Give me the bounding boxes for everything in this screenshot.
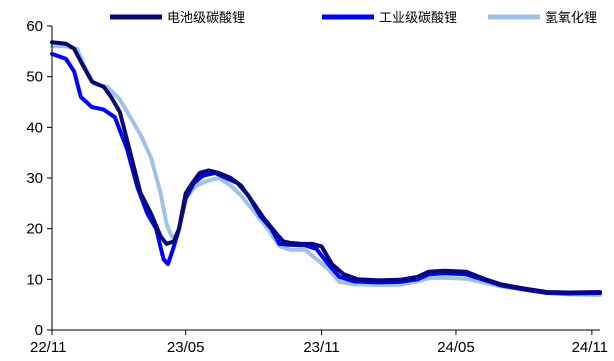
legend-label: 工业级碳酸锂 [379,11,457,26]
legend-label: 氢氧化锂 [545,11,597,26]
y-tick-label: 20 [26,221,43,238]
x-tick-label: 23/11 [303,339,339,356]
series-group [50,40,602,297]
y-ticks-group: 0 10 20 30 40 50 60 [26,18,52,339]
y-tick-label: 30 [26,170,43,187]
y-tick-label: 60 [26,18,43,35]
y-tick-label: 50 [26,69,43,86]
y-tick-label: 0 [35,322,43,339]
y-tick-label: 10 [26,271,43,288]
legend-label: 电池级碳酸锂 [167,11,245,26]
legend: 电池级碳酸锂 工业级碳酸锂 氢氧化锂 [110,11,597,26]
x-tick-label: 24/11 [572,339,608,356]
series-line-3 [50,44,602,297]
series-line-1 [50,40,602,295]
x-ticks-group: 22/11 23/05 23/11 24/05 24/11 [30,330,608,356]
x-tick-label: 23/05 [167,339,205,356]
x-tick-label: 22/11 [30,339,66,356]
x-tick-label: 24/05 [437,339,475,356]
y-tick-label: 40 [26,119,43,136]
